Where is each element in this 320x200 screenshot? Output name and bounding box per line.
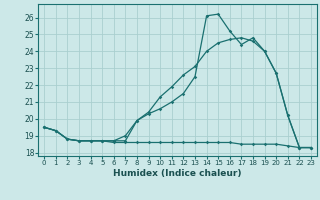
X-axis label: Humidex (Indice chaleur): Humidex (Indice chaleur) <box>113 169 242 178</box>
